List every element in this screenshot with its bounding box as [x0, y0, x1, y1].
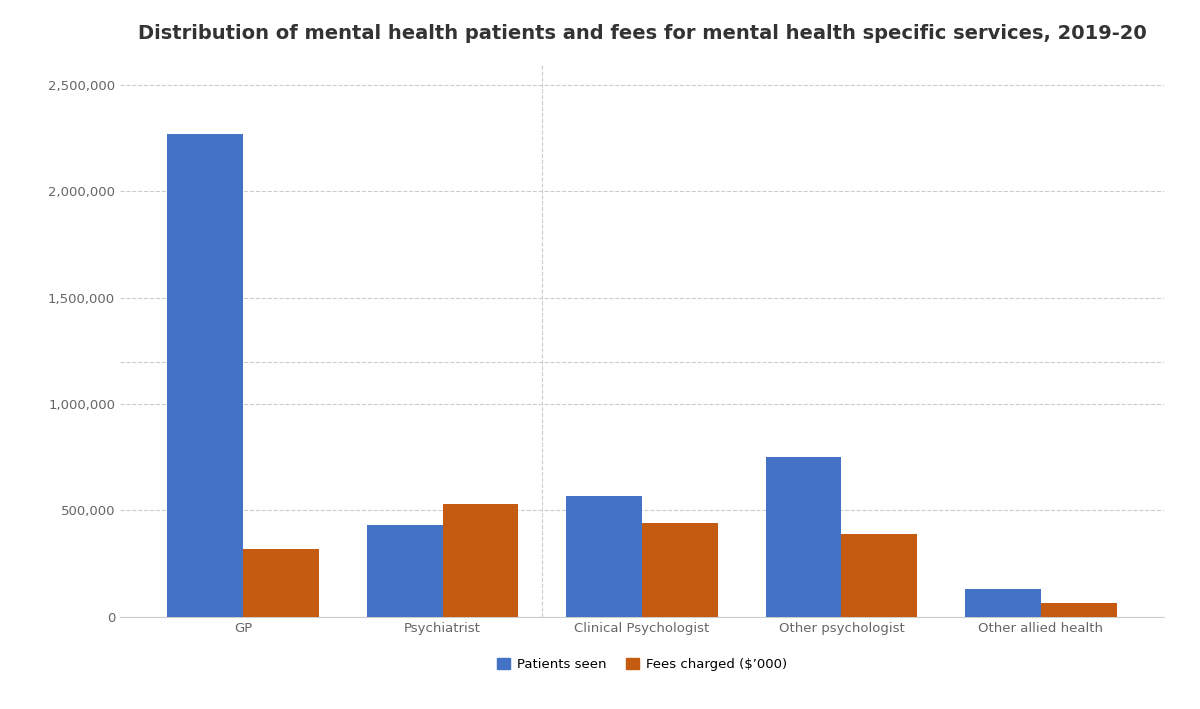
Bar: [642, 523, 718, 617]
Bar: [841, 534, 917, 617]
Bar: [1040, 603, 1116, 617]
Bar: [443, 504, 518, 617]
Bar: [766, 457, 841, 617]
Bar: [244, 549, 319, 617]
Bar: [965, 589, 1040, 617]
Bar: [566, 496, 642, 617]
Title: Distribution of mental health patients and fees for mental health specific servi: Distribution of mental health patients a…: [138, 24, 1146, 43]
Legend: Patients seen, Fees charged ($’000): Patients seen, Fees charged ($’000): [497, 658, 787, 671]
Bar: [168, 134, 244, 617]
Bar: [367, 525, 443, 617]
